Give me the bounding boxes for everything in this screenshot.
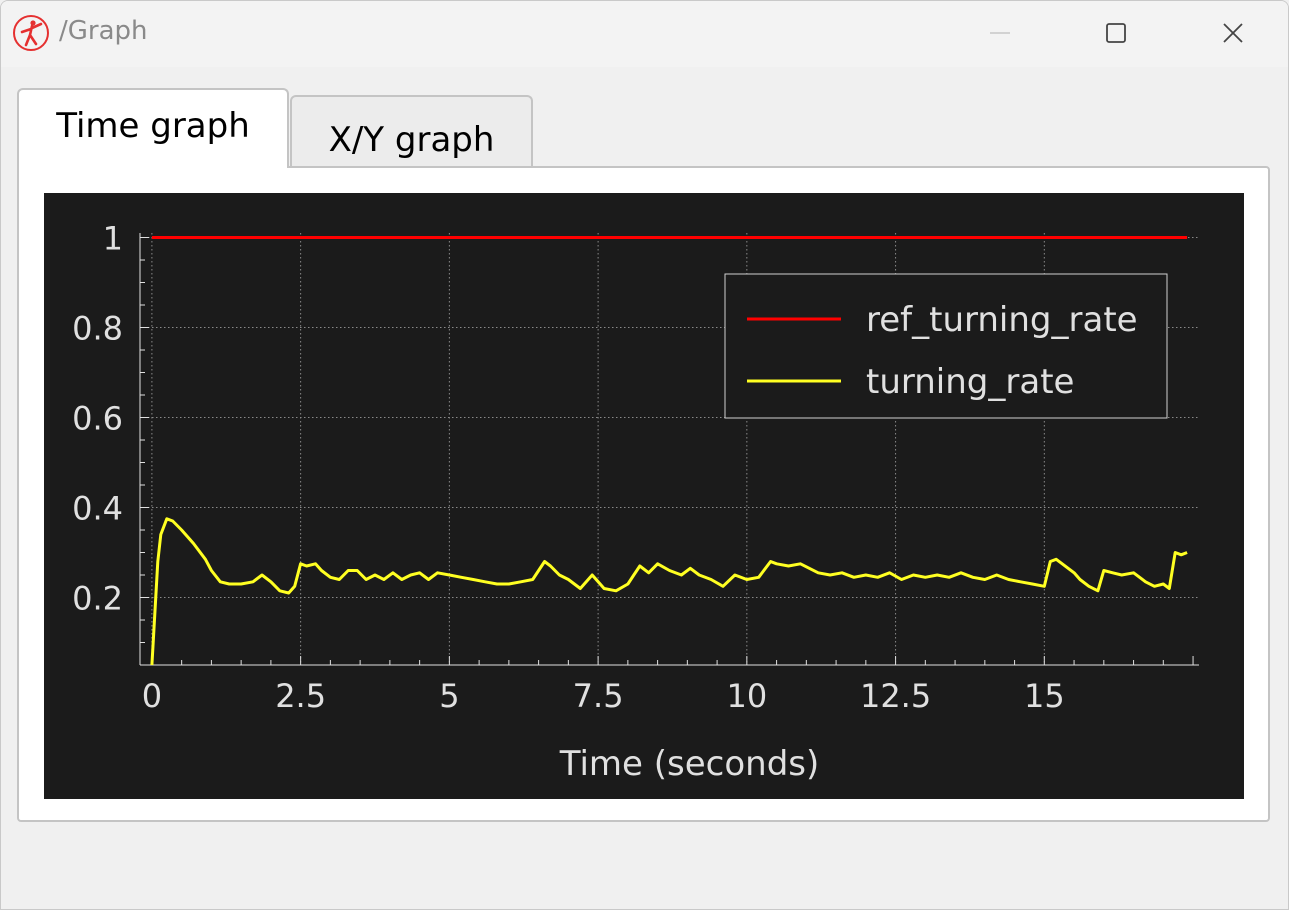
x-tick-label: 0 bbox=[142, 677, 162, 715]
y-tick-label: 0.6 bbox=[72, 400, 123, 438]
ballet-dancer-logo-icon bbox=[13, 15, 49, 51]
y-tick-label: 0.2 bbox=[72, 580, 123, 618]
x-tick-label: 12.5 bbox=[860, 677, 931, 715]
y-tick-label: 0.4 bbox=[72, 490, 123, 528]
time-graph-plot[interactable]: 0 2.5 5 7.5 10 12.5 15 0.2 0.4 0.6 0.8 1 Time (secon… bbox=[44, 193, 1244, 799]
tab-time-graph[interactable]: Time graph bbox=[17, 88, 289, 168]
y-tick-label: 0.8 bbox=[72, 310, 123, 348]
x-tick-label: 10 bbox=[726, 677, 767, 715]
maximize-button[interactable] bbox=[1087, 9, 1145, 57]
x-tick-label: 2.5 bbox=[275, 677, 326, 715]
chart-svg: 0 2.5 5 7.5 10 12.5 15 0.2 0.4 0.6 0.8 1 Time (secon… bbox=[72, 220, 1199, 784]
close-icon bbox=[1223, 23, 1243, 43]
window-title: /Graph bbox=[59, 16, 148, 46]
minimize-icon bbox=[990, 32, 1010, 34]
series-line-turning-rate bbox=[150, 517, 1188, 666]
maximize-icon bbox=[1106, 23, 1126, 43]
close-button[interactable] bbox=[1204, 9, 1262, 57]
y-tick-label: 1 bbox=[103, 220, 123, 258]
legend-box bbox=[724, 273, 1168, 419]
x-tick-label: 15 bbox=[1024, 677, 1065, 715]
x-tick-label: 5 bbox=[439, 677, 459, 715]
x-axis-label: Time (seconds) bbox=[559, 744, 820, 784]
minimize-button[interactable] bbox=[971, 9, 1029, 57]
tab-xy-graph[interactable]: X/Y graph bbox=[290, 95, 533, 168]
x-tick-label: 7.5 bbox=[573, 677, 624, 715]
legend-label: turning_rate bbox=[866, 362, 1074, 402]
title-bar[interactable]: /Graph bbox=[1, 1, 1288, 67]
legend-label: ref_turning_rate bbox=[866, 300, 1138, 340]
